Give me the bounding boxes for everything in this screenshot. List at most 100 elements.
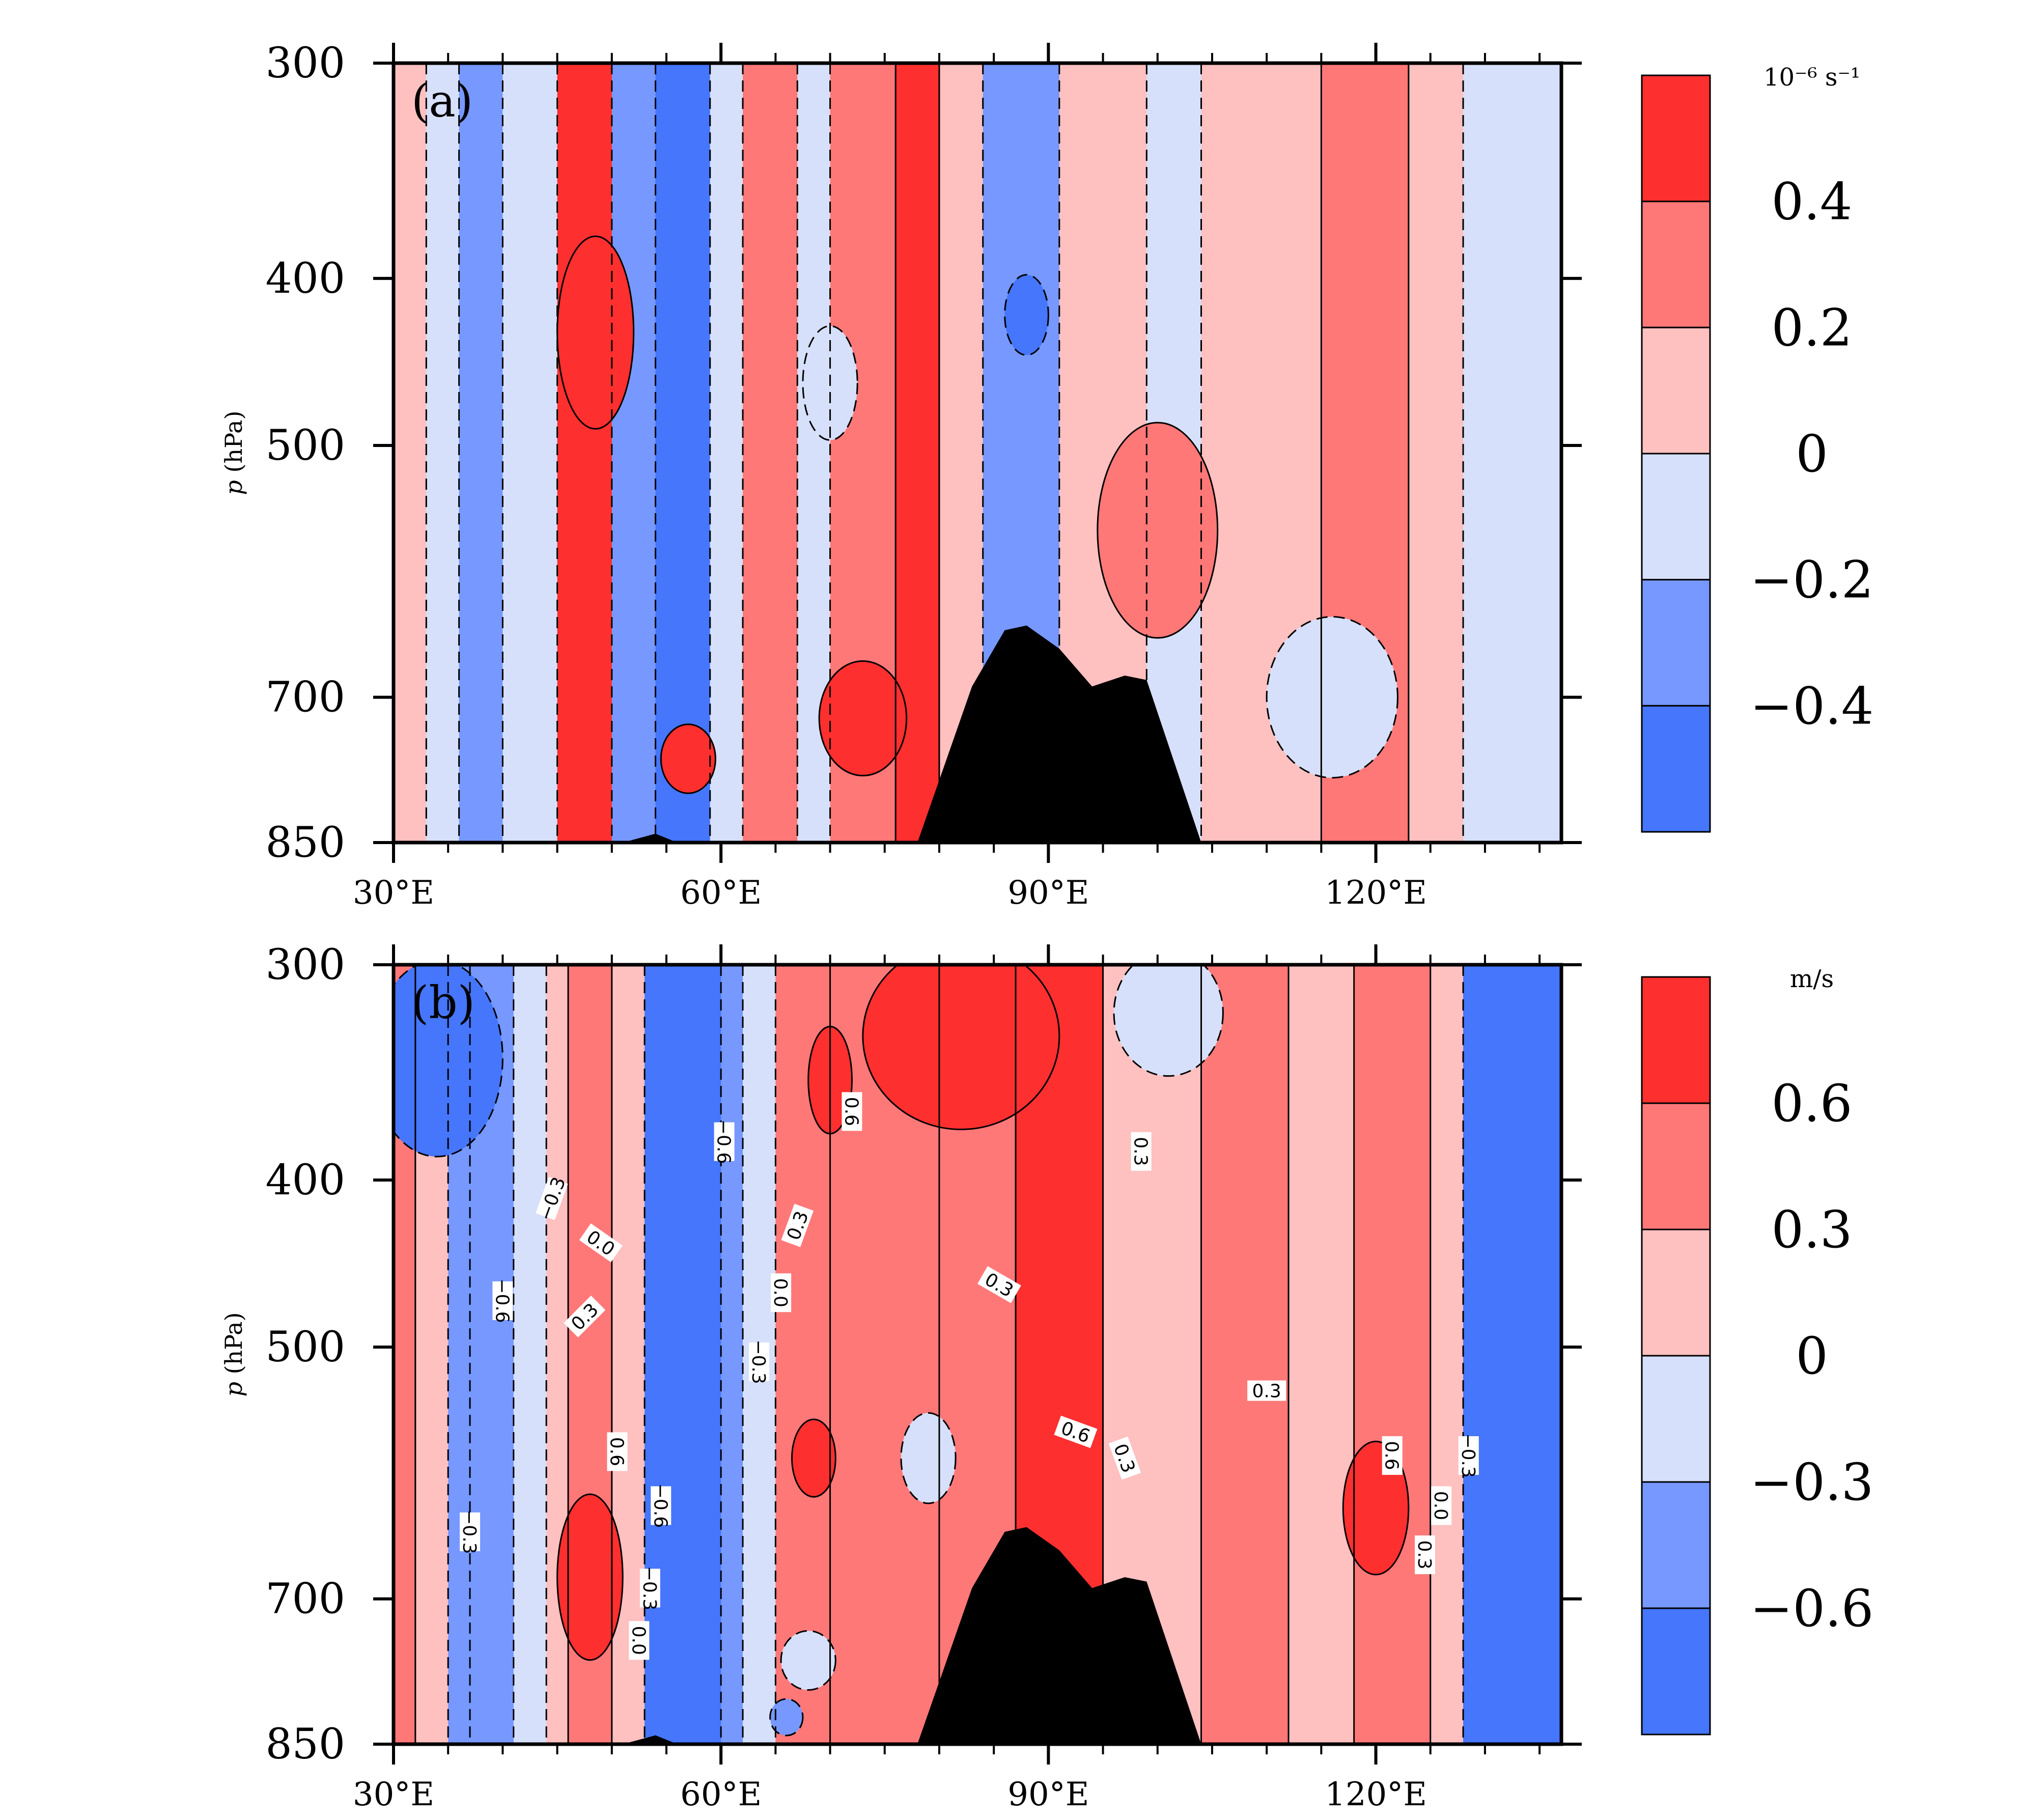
panel-b-contour-label-bg [1382, 1436, 1403, 1475]
panel-b-contour-label-bg [714, 1122, 735, 1161]
panel-b-field-column [1354, 965, 1431, 1744]
panel-b-contour-label-bg [781, 1204, 814, 1247]
panel-b-colorbar-box [1641, 1355, 1711, 1483]
panel-b-field-cell [791, 1418, 836, 1498]
panel-a-field-cell [818, 660, 908, 777]
panel-a-y-tick-label: 850 [265, 819, 345, 867]
panel-b-field-column [645, 965, 722, 1744]
panel-b-contour-label-bg [1415, 1535, 1436, 1575]
panel-a-field-column [743, 63, 798, 843]
panel-b-colorbar: 0.6 0.3 0 −0.3 −0.6 [1641, 976, 1873, 1736]
panel-b-contour-label-text: 0.0 [770, 1278, 791, 1307]
panel-a-x-tick-label: 90°E [1007, 874, 1089, 912]
panel-b-contour-label-bg [651, 1486, 671, 1525]
panel-a-field-cell [660, 723, 716, 794]
panel-a-y-axis-label-unit: (hPa) [220, 411, 247, 480]
panel-b-contour-label-text: 0.6 [606, 1437, 627, 1466]
panel-b-label: (b) [411, 976, 475, 1029]
panel-a-y-axis: 300 400 500 700 850 [265, 39, 1582, 867]
panel-b-contour-label-bg [564, 1295, 606, 1337]
panel-b-contour-label: −0.3 [459, 1509, 481, 1554]
panel-b-field-column [1430, 965, 1464, 1744]
panel-b-y-axis-label: p (hPa) [220, 1312, 247, 1397]
panel-a-colorbar-label: 0.4 [1771, 172, 1852, 232]
panel-b-contour-label-bg [639, 1569, 660, 1608]
panel-a-colorbar-label: −0.4 [1750, 676, 1874, 736]
panel-b-contour-label-text: −0.3 [748, 1339, 769, 1384]
panel-b-terrain [623, 1527, 1201, 1744]
panel-b-contour-label-bg [1054, 1415, 1098, 1448]
panel-a-y-tick-label: 700 [265, 674, 345, 722]
panel-b-contour-label-bg [977, 1266, 1021, 1303]
panel-a-field-column [459, 63, 503, 843]
panel-b-contour-label: −0.3 [1458, 1433, 1479, 1478]
panel-b-contour-label: 0.6 [606, 1432, 628, 1471]
panel-a-colorbar-box [1641, 453, 1711, 581]
panel-b-field-cell [862, 965, 1060, 1130]
panel-b-contour-label-bg [749, 1342, 770, 1382]
panel-b-contour-label-bg [1108, 1436, 1141, 1480]
panel-a-field-cell [1097, 422, 1219, 639]
panel-b-contour-label: 0.3 [1130, 1132, 1152, 1171]
panel-a-terrain [623, 625, 1201, 843]
panel-a-y-axis-label: p (hPa) [220, 411, 247, 495]
panel-b-contour-label: 0.0 [770, 1273, 792, 1312]
panel-a-colorbar-label: 0.2 [1771, 298, 1852, 357]
panel-b-x-axis: 30°E 60°E 90°E 120°E [353, 944, 1541, 1813]
panel-b-y-tick-label: 850 [265, 1720, 345, 1769]
panel-b-contour-label-bg [1131, 1132, 1152, 1171]
panel-a-x-tick-label: 30°E [353, 874, 434, 912]
panel-b-contour-label: 0.6 [841, 1092, 862, 1131]
panel-b-contour-label: 0.3 [1247, 1380, 1286, 1402]
panel-b-contour-label-text: −0.3 [459, 1509, 480, 1554]
panel-b-colorbar-box [1641, 1102, 1711, 1230]
panel-a-field-cell [1004, 274, 1049, 356]
panel-b-contour-label-bg [1458, 1436, 1479, 1475]
panel-a-colorbar-box [1641, 705, 1711, 833]
panel-b-field-column [1201, 965, 1290, 1744]
panel-a-x-tick-label: 60°E [680, 874, 762, 912]
panel-b-contour-label-text: 0.3 [1414, 1540, 1435, 1569]
panel-b-contour-labels: 0.6−0.6 0.3−0.30.00.30.3−0.6 0.00.3−0.30.3… [459, 1092, 1479, 1660]
panel-a-colorbar-label: 0 [1796, 424, 1828, 484]
panel-a-field-column [611, 63, 656, 843]
panel-a-field-column [1463, 63, 1561, 843]
panel-b-contour-label-bg [536, 1177, 568, 1220]
panel-b-plot-frame [391, 963, 1563, 1746]
panel-a-plot-frame [391, 61, 1563, 845]
panel-a-label: (a) [411, 75, 473, 127]
panel-b-contour-label-bg [1431, 1486, 1452, 1525]
panel-b-x-tick-label: 30°E [353, 1776, 434, 1813]
panel-b-contour-label: −0.3 [748, 1339, 770, 1384]
panel-b-contour-label-bg [607, 1432, 628, 1471]
panel-b-contour-label-text: 0.6 [1381, 1441, 1402, 1470]
panel-b-contour-label-bg [1247, 1380, 1286, 1401]
panel-a-colorbar-box [1641, 326, 1711, 455]
panel-b-contour-label-text: −0.3 [639, 1566, 660, 1610]
panel-b-contour-label-text: 0.0 [1430, 1491, 1451, 1520]
panel-b-field-column [1463, 965, 1561, 1744]
panel-a-y-axis-label-italic: p [220, 480, 247, 495]
panel-a-field-column [394, 63, 427, 843]
panel-b-field-column [1289, 965, 1355, 1744]
panel-b-terrain-mask [623, 1527, 1201, 1744]
panel-a-field-cell [1266, 615, 1398, 779]
panel-b-y-tick-label: 500 [265, 1323, 345, 1372]
panel-b-x-tick-label: 90°E [1007, 1776, 1089, 1813]
panel-b-contour-label-text: −0.6 [713, 1120, 734, 1164]
panel-b-contour-label: −0.6 [491, 1278, 513, 1323]
panel-b-contour-label: 0.0 [1430, 1486, 1452, 1525]
panel-b-field [394, 965, 1561, 1744]
panel-b-contour-label-text: −0.3 [1458, 1433, 1478, 1477]
panel-b-contour-label: 0.0 [628, 1621, 650, 1660]
panel-a-x-tick-label: 120°E [1325, 874, 1427, 912]
panel-a-field-column [426, 63, 460, 843]
panel-b-y-axis-label-italic: p [220, 1382, 247, 1396]
panel-a-terrain-mask [623, 625, 1201, 843]
panel-b-contour-label-text: 0.3 [1252, 1381, 1281, 1402]
panel-b-colorbar-box [1641, 1481, 1711, 1609]
panel-b-field-column [513, 965, 547, 1744]
panel-a: 30°E 60°E 90°E 120°E 300 400 500 700 850 (a) p … [220, 39, 1873, 912]
panel-a-colorbar: 0.4 0.2 0 −0.2 −0.4 [1641, 74, 1874, 833]
panel-b-field-cell [556, 1493, 624, 1661]
